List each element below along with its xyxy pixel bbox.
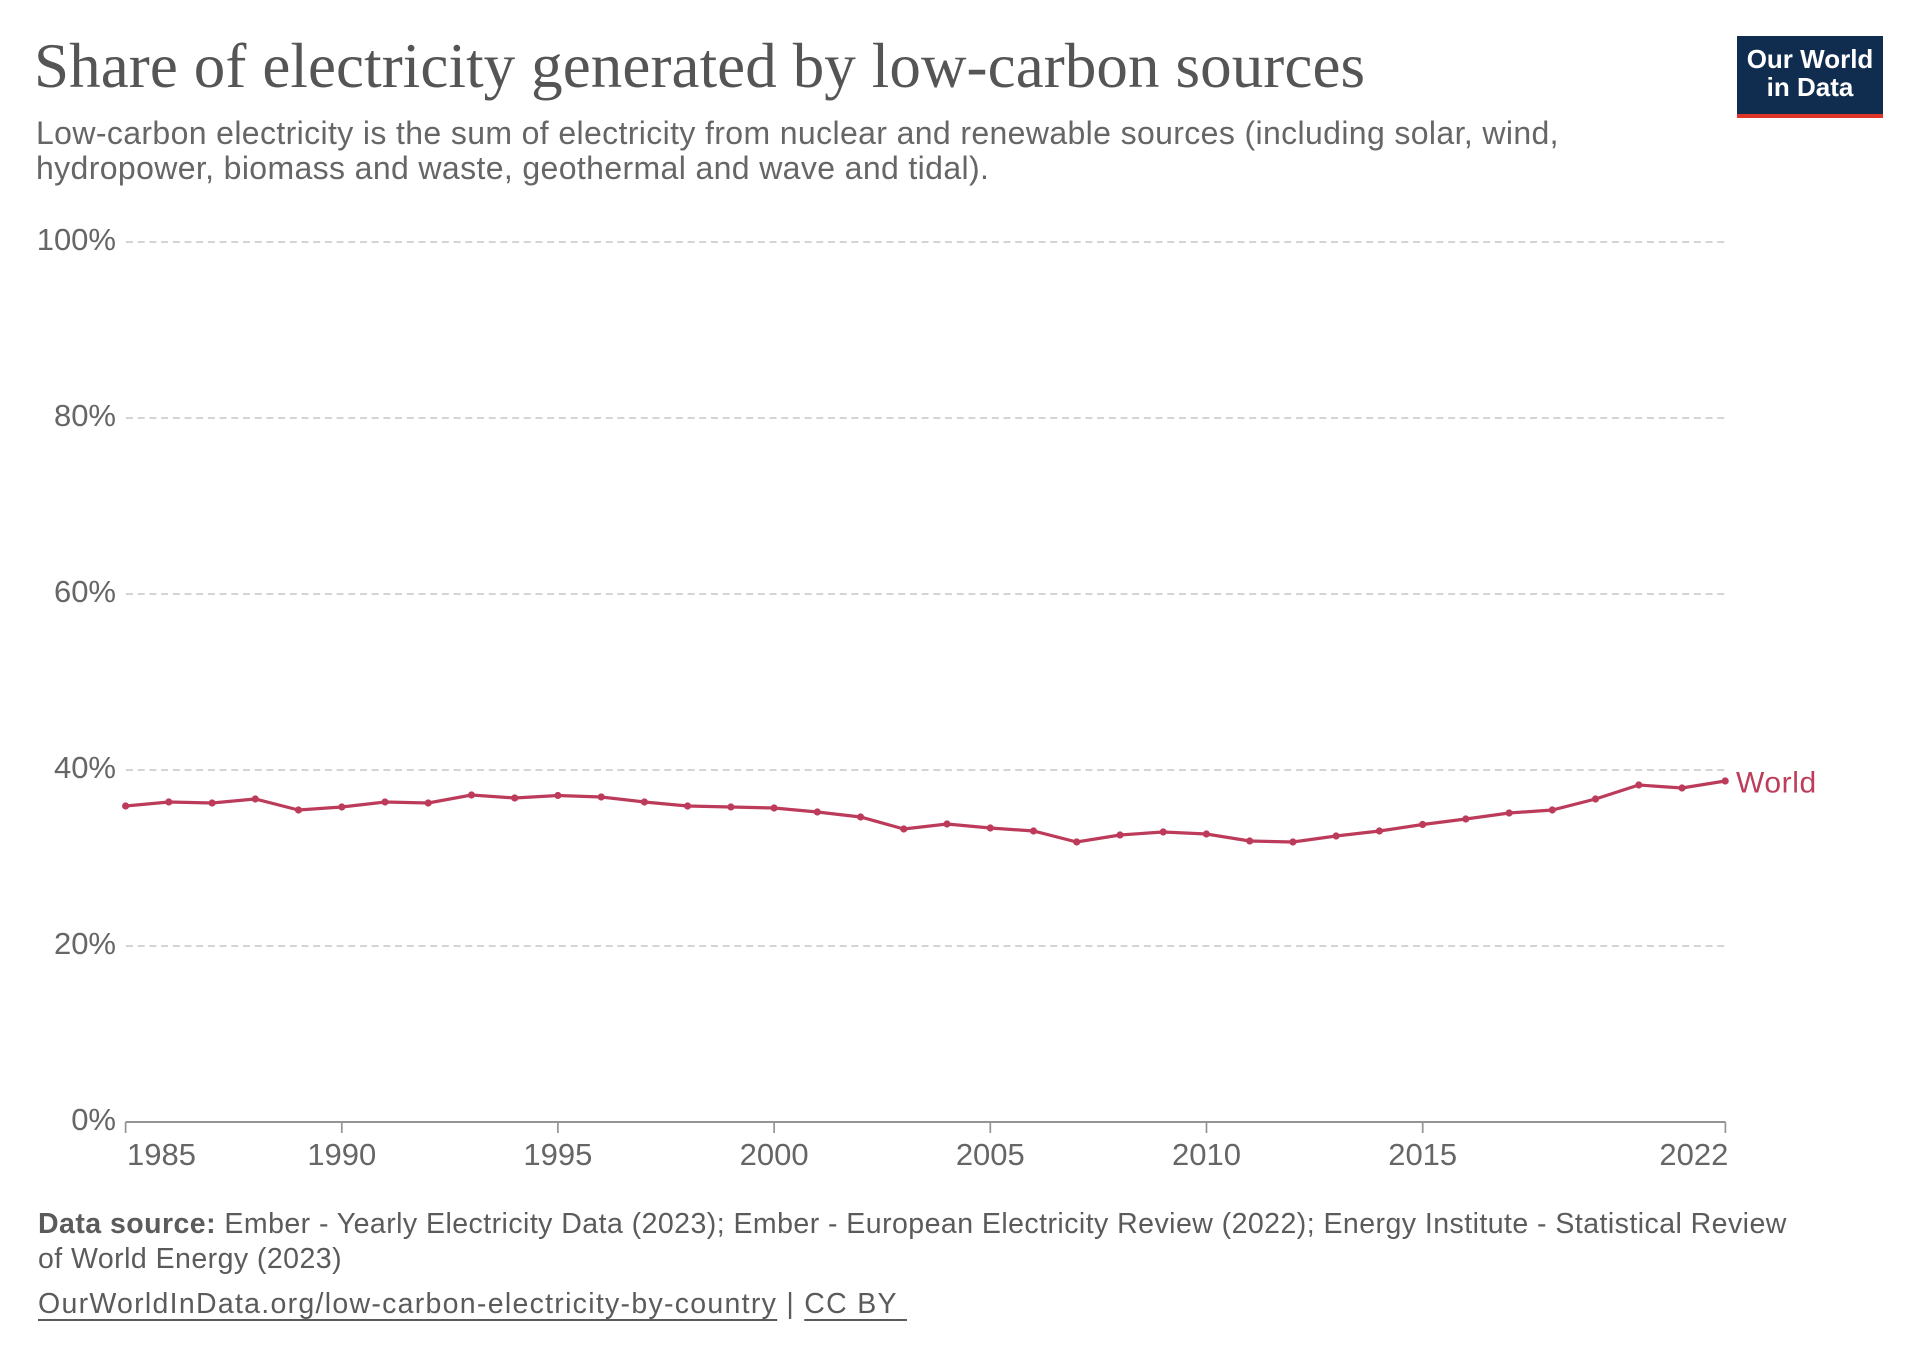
- svg-text:80%: 80%: [54, 398, 116, 433]
- svg-text:2015: 2015: [1388, 1137, 1457, 1172]
- svg-text:20%: 20%: [54, 926, 116, 961]
- svg-text:40%: 40%: [54, 750, 116, 785]
- svg-text:2010: 2010: [1172, 1137, 1241, 1172]
- svg-text:2000: 2000: [740, 1137, 809, 1172]
- svg-text:1995: 1995: [523, 1137, 592, 1172]
- svg-text:60%: 60%: [54, 574, 116, 609]
- svg-text:1985: 1985: [127, 1137, 196, 1172]
- svg-text:World: World: [1736, 767, 1817, 800]
- svg-text:2005: 2005: [956, 1137, 1025, 1172]
- svg-text:100%: 100%: [37, 222, 116, 257]
- svg-text:0%: 0%: [71, 1102, 116, 1137]
- svg-text:1990: 1990: [307, 1137, 376, 1172]
- svg-text:2022: 2022: [1659, 1137, 1728, 1172]
